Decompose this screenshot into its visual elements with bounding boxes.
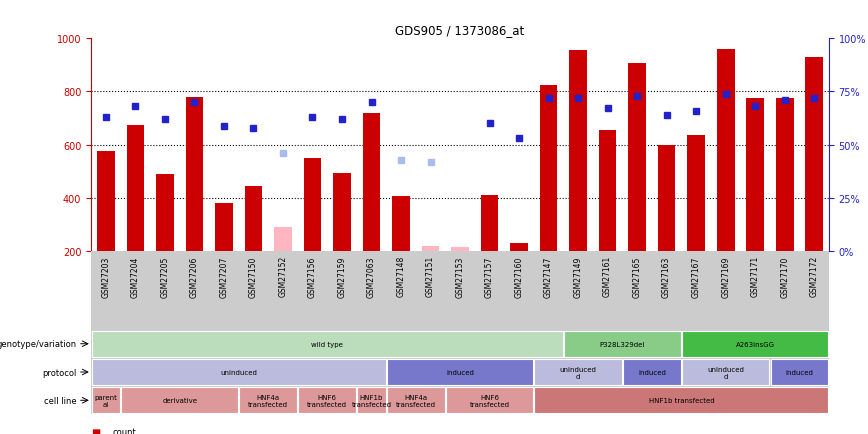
Text: parent
al: parent al	[95, 394, 117, 407]
Text: HNF6
transfected: HNF6 transfected	[307, 394, 347, 407]
Bar	[392, 197, 410, 252]
Bar	[387, 388, 444, 413]
Text: GSM27149: GSM27149	[574, 256, 582, 297]
Text: GSM27148: GSM27148	[397, 256, 405, 297]
Text: uninduced
d: uninduced d	[560, 366, 596, 378]
Bar	[569, 51, 587, 252]
Text: GSM27169: GSM27169	[721, 256, 730, 297]
Text: induced: induced	[638, 369, 666, 375]
Text: GSM27159: GSM27159	[338, 256, 346, 297]
Text: induced: induced	[786, 369, 813, 375]
Bar	[274, 228, 292, 252]
Bar	[358, 388, 385, 413]
Bar	[451, 248, 469, 252]
Bar	[717, 49, 734, 252]
Text: induced: induced	[446, 369, 474, 375]
Bar	[682, 331, 828, 357]
Bar	[564, 331, 681, 357]
Bar	[746, 99, 764, 252]
Text: GSM27147: GSM27147	[544, 256, 553, 297]
Bar	[771, 359, 828, 385]
Text: GSM27205: GSM27205	[161, 256, 169, 297]
Text: GSM27150: GSM27150	[249, 256, 258, 297]
Bar	[535, 359, 621, 385]
Text: GSM27171: GSM27171	[751, 256, 760, 297]
Text: HNF1b transfected: HNF1b transfected	[648, 398, 714, 403]
Text: GSM27156: GSM27156	[308, 256, 317, 297]
Bar	[446, 388, 533, 413]
Text: wild type: wild type	[312, 341, 343, 347]
Text: GSM27153: GSM27153	[456, 256, 464, 297]
Text: uninduced
d: uninduced d	[707, 366, 744, 378]
Bar	[186, 98, 203, 252]
Bar	[510, 244, 528, 252]
Bar	[92, 331, 562, 357]
Text: HNF6
transfected: HNF6 transfected	[470, 394, 510, 407]
Text: GSM27165: GSM27165	[633, 256, 641, 297]
Text: GSM27203: GSM27203	[102, 256, 110, 297]
Bar	[304, 159, 321, 252]
Text: P328L329del: P328L329del	[600, 341, 645, 347]
Bar	[97, 152, 115, 252]
Text: GSM27170: GSM27170	[780, 256, 789, 297]
Bar	[240, 388, 297, 413]
Bar	[92, 388, 120, 413]
Bar	[422, 247, 439, 252]
Bar	[481, 196, 498, 252]
Text: HNF4a
transfected: HNF4a transfected	[248, 394, 288, 407]
Bar	[127, 125, 144, 252]
Text: GSM27204: GSM27204	[131, 256, 140, 297]
Bar	[156, 174, 174, 252]
Text: GSM27151: GSM27151	[426, 256, 435, 297]
Text: GSM27167: GSM27167	[692, 256, 700, 297]
Bar	[776, 99, 793, 252]
Text: GSM27163: GSM27163	[662, 256, 671, 297]
Text: GSM27206: GSM27206	[190, 256, 199, 297]
Bar	[215, 204, 233, 252]
Bar	[245, 187, 262, 252]
Text: GSM27160: GSM27160	[515, 256, 523, 297]
Bar	[299, 388, 356, 413]
Text: HNF4a
transfected: HNF4a transfected	[396, 394, 436, 407]
Text: HNF1b
transfected: HNF1b transfected	[352, 394, 391, 407]
Bar	[623, 359, 681, 385]
Text: derivative: derivative	[162, 398, 197, 403]
Text: GSM27063: GSM27063	[367, 256, 376, 297]
Text: cell line: cell line	[43, 396, 76, 405]
Bar	[535, 388, 828, 413]
Bar	[658, 145, 675, 252]
Text: GSM27207: GSM27207	[220, 256, 228, 297]
Text: genotype/variation: genotype/variation	[0, 339, 76, 349]
Bar	[687, 136, 705, 252]
Bar	[806, 58, 823, 252]
Bar	[682, 359, 769, 385]
Bar	[122, 388, 238, 413]
Bar	[599, 131, 616, 252]
Text: GSM27161: GSM27161	[603, 256, 612, 297]
Text: protocol: protocol	[42, 368, 76, 377]
Bar	[333, 173, 351, 252]
Bar	[540, 85, 557, 252]
Text: GSM27172: GSM27172	[810, 256, 819, 297]
Text: A263insGG: A263insGG	[736, 341, 774, 347]
Bar	[92, 359, 385, 385]
Text: GSM27152: GSM27152	[279, 256, 287, 297]
Text: ■: ■	[91, 427, 101, 434]
Text: uninduced: uninduced	[220, 369, 257, 375]
Text: GSM27157: GSM27157	[485, 256, 494, 297]
Text: count: count	[113, 427, 136, 434]
Bar	[628, 64, 646, 252]
Bar	[387, 359, 533, 385]
Bar	[363, 113, 380, 252]
Title: GDS905 / 1373086_at: GDS905 / 1373086_at	[396, 23, 524, 36]
